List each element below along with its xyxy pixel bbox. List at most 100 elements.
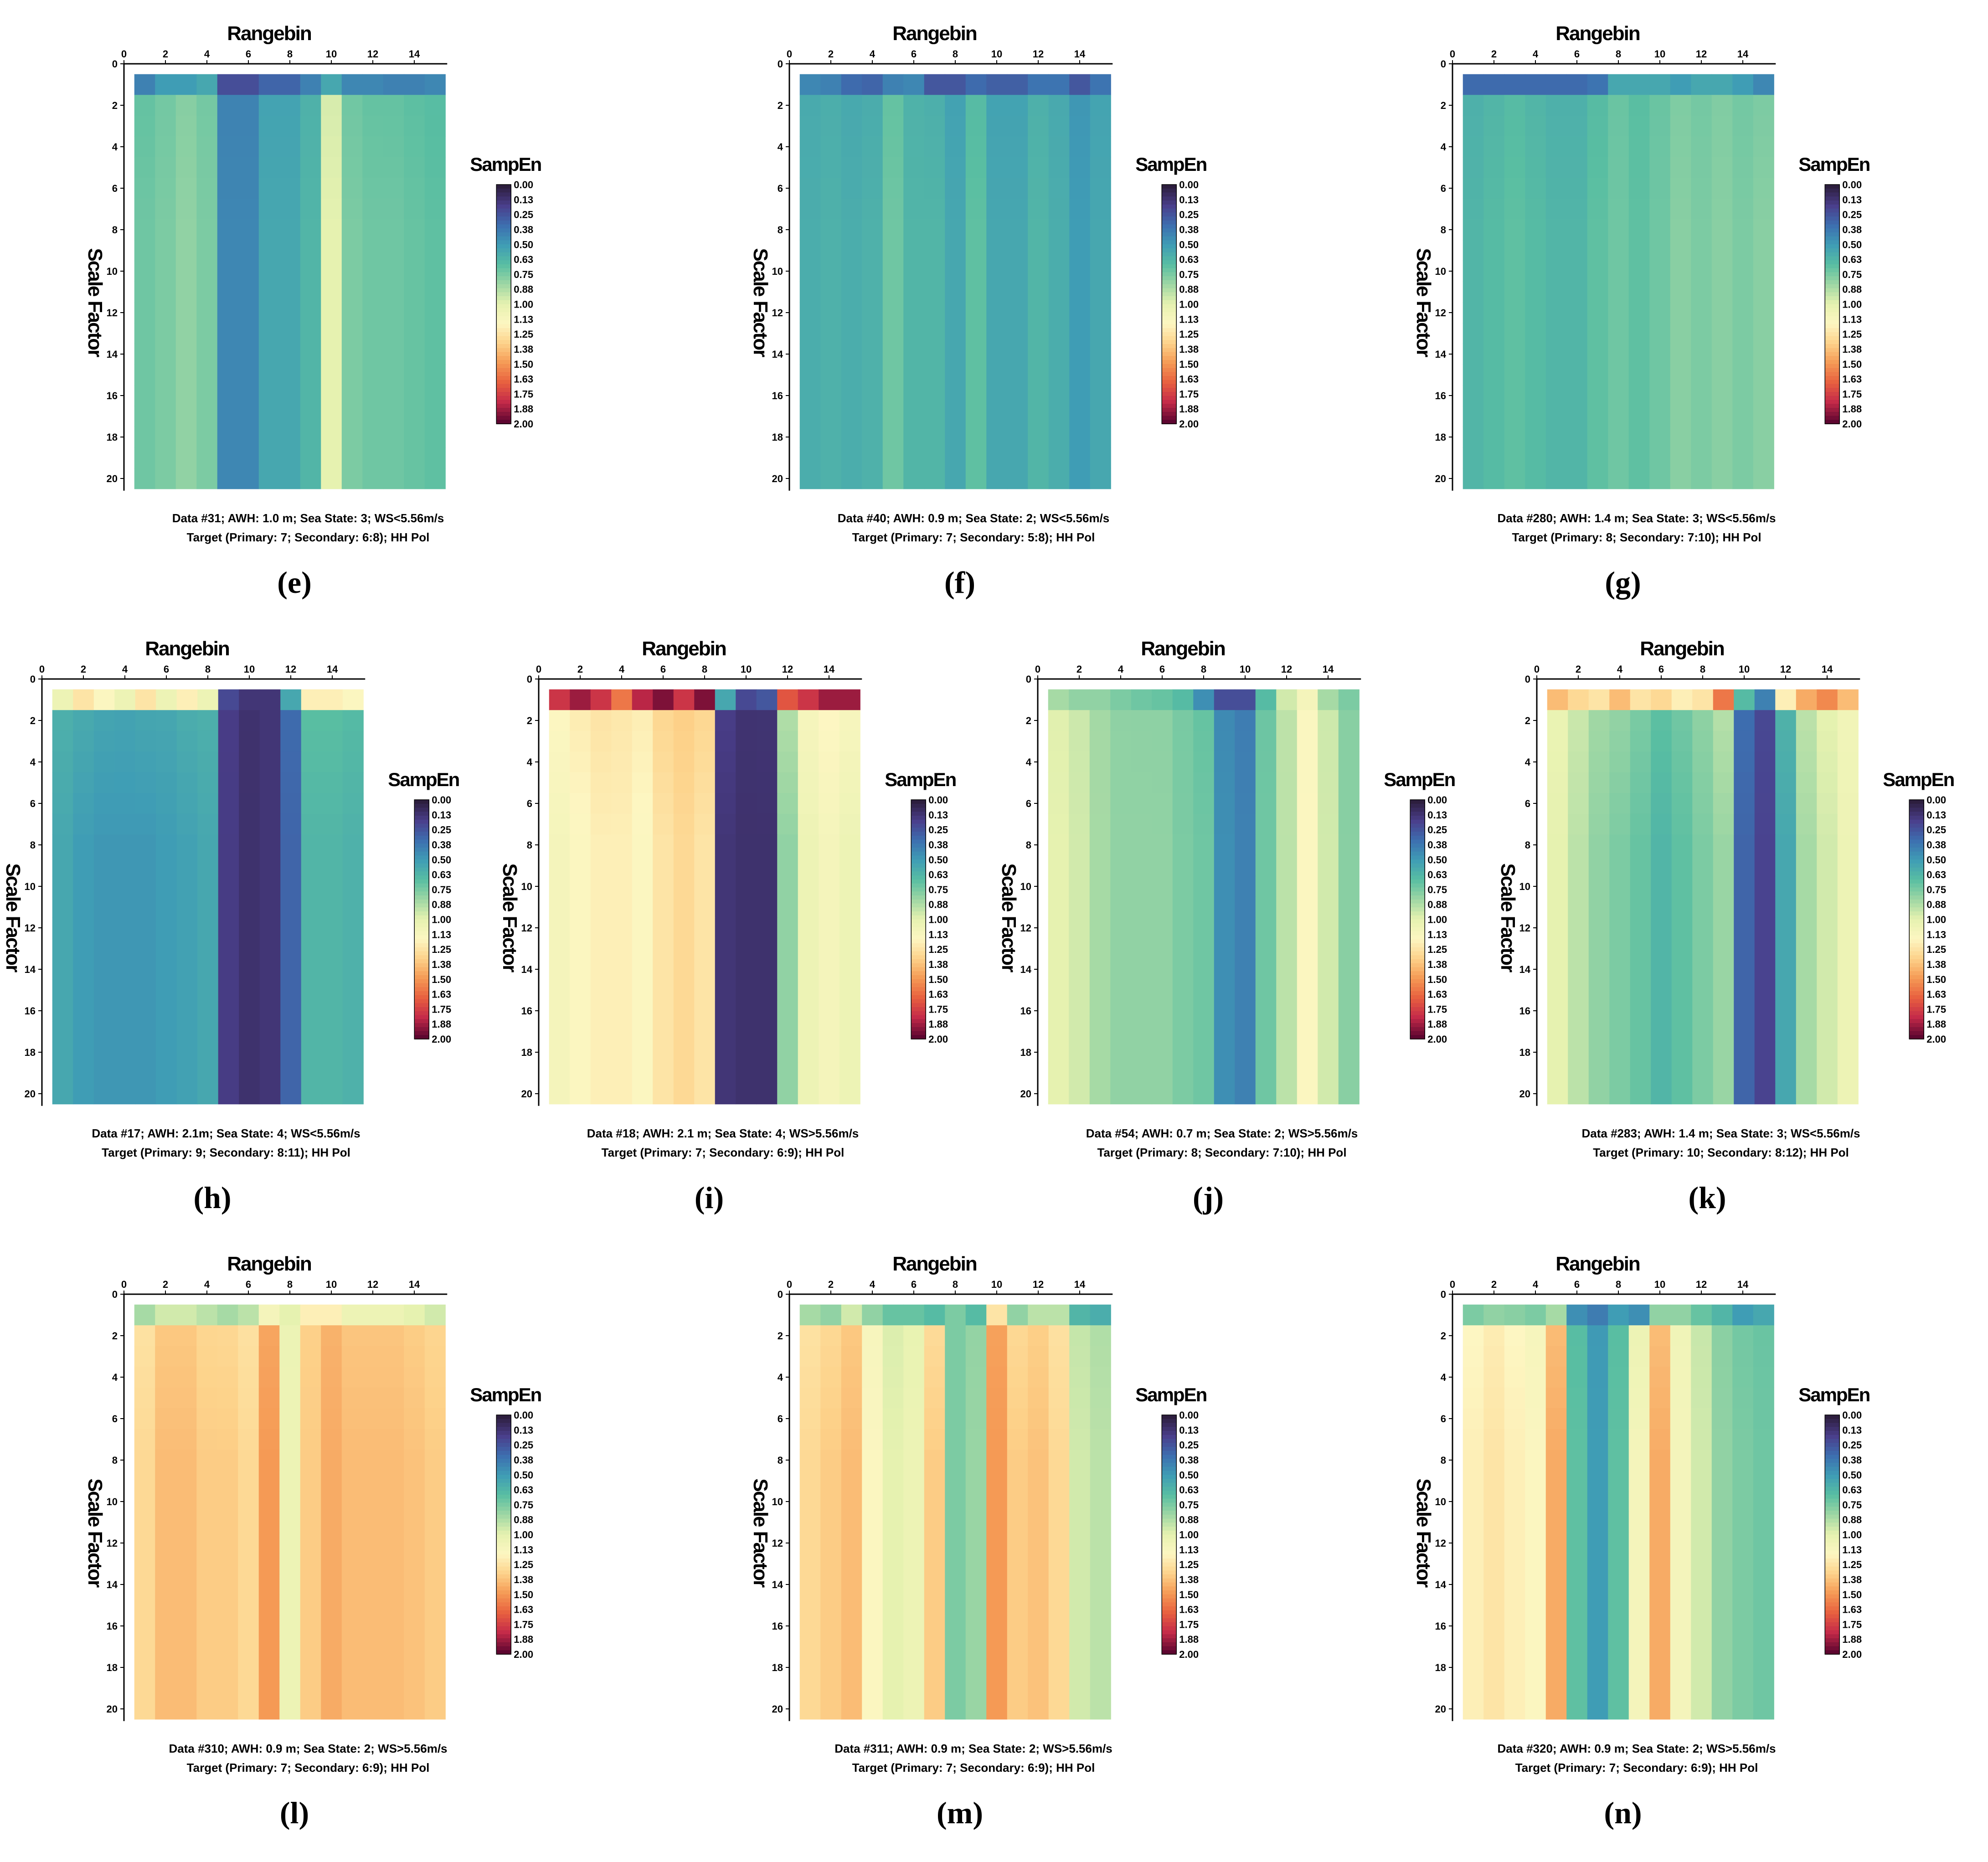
colorbar-segment — [1825, 360, 1840, 365]
heatmap-cell — [114, 1062, 136, 1084]
heatmap-cell — [903, 323, 925, 344]
x-tick-label: 4 — [122, 664, 128, 675]
heatmap-cell — [862, 1346, 883, 1367]
heatmap-cells — [799, 1304, 1111, 1720]
heatmap-cell — [404, 74, 425, 95]
y-tick-label: 0 — [527, 674, 532, 685]
y-tick-label: 10 — [772, 266, 783, 277]
heatmap-cell — [1649, 1429, 1671, 1450]
heatmap-cell — [862, 364, 883, 386]
heatmap-cell — [756, 730, 778, 752]
heatmap-panel-g: 0 2 4 6 8 10 12 1402468101214161820RangebinScal… — [1412, 22, 1871, 600]
colorbar-tick-label: 1.63 — [1427, 989, 1447, 1000]
heatmap-cell — [238, 468, 259, 489]
colorbar-segment — [414, 991, 429, 996]
heatmap-cell — [839, 855, 860, 876]
heatmap-cell — [279, 157, 301, 178]
heatmap-cell — [1732, 1470, 1754, 1492]
heatmap-cell — [1711, 302, 1733, 324]
colorbar: 0.000.130.250.380.500.630.750.881.001.13… — [1909, 794, 1946, 1045]
heatmap-cell — [1214, 751, 1235, 773]
heatmap-cell — [819, 876, 840, 897]
heatmap-cell — [1753, 178, 1774, 199]
heatmap-cell — [986, 261, 1008, 282]
heatmap-cell — [1587, 281, 1608, 303]
colorbar-tick-label: 0.25 — [928, 824, 948, 836]
heatmap-cell — [1048, 855, 1069, 876]
heatmap-cell — [424, 1677, 446, 1699]
heatmap-cell — [134, 1553, 155, 1574]
heatmap-cell — [424, 240, 446, 261]
heatmap-cell — [1504, 1698, 1525, 1720]
heatmap-cell — [1796, 813, 1817, 835]
heatmap-cell — [155, 468, 176, 489]
colorbar-segment — [1410, 880, 1425, 884]
x-tick-label: 14 — [1737, 1279, 1749, 1290]
heatmap-cell — [882, 1636, 904, 1657]
heatmap-cell — [134, 302, 155, 324]
heatmap-cell — [383, 95, 404, 116]
y-tick-label: 2 — [527, 715, 532, 726]
colorbar-segment — [911, 871, 926, 876]
heatmap-cell — [756, 834, 778, 856]
colorbar-segment — [496, 1598, 511, 1603]
heatmap-cell — [819, 1021, 840, 1042]
heatmap-cell — [549, 751, 570, 773]
heatmap-cell — [1525, 1636, 1546, 1657]
x-tick-label: 2 — [1491, 48, 1497, 60]
heatmap-cell — [1670, 281, 1691, 303]
heatmap-cell — [197, 1083, 219, 1105]
heatmap-cell — [1587, 1450, 1608, 1471]
heatmap-cell — [322, 834, 343, 856]
colorbar-segment — [1410, 983, 1425, 988]
colorbar-segment — [1825, 1455, 1840, 1460]
colorbar-tick-label: 0.38 — [1842, 224, 1862, 235]
heatmap-cell — [1089, 1000, 1111, 1022]
heatmap-cell — [1463, 1346, 1484, 1367]
heatmap-cell — [258, 1408, 280, 1430]
heatmap-cell — [841, 344, 862, 365]
heatmap-cell — [279, 1367, 301, 1388]
heatmap-cell — [341, 1657, 363, 1678]
colorbar-segment — [496, 1419, 511, 1424]
heatmap-cell — [799, 1304, 821, 1326]
heatmap-cell — [1628, 364, 1650, 386]
colorbar-segment — [1825, 192, 1840, 197]
x-tick-label: 6 — [1658, 664, 1664, 675]
colorbar-tick-label: 1.25 — [1427, 944, 1447, 955]
colorbar-segment — [1825, 268, 1840, 273]
colorbar-segment — [1162, 1502, 1177, 1507]
heatmap-cell — [1837, 751, 1859, 773]
heatmap-cell — [175, 323, 197, 344]
heatmap-cell — [258, 1304, 280, 1326]
heatmap-cell — [1069, 1512, 1091, 1533]
heatmap-cell — [1235, 751, 1256, 773]
heatmap-cell — [1817, 959, 1838, 980]
heatmap-cell — [1775, 959, 1797, 980]
heatmap-cell — [1069, 1595, 1091, 1616]
heatmap-cell — [424, 364, 446, 386]
heatmap-cell — [1007, 302, 1028, 324]
heatmap-cell — [1609, 834, 1631, 856]
heatmap-cell — [321, 302, 342, 324]
heatmap-cell — [1048, 240, 1070, 261]
heatmap-cell — [155, 198, 176, 220]
y-tick-label: 6 — [1525, 798, 1530, 809]
colorbar-segment — [496, 264, 511, 269]
heatmap-cell — [924, 95, 945, 116]
colorbar-segment — [414, 808, 429, 813]
heatmap-cell — [279, 1595, 301, 1616]
colorbar-segment — [1825, 1543, 1840, 1547]
heatmap-cell — [799, 240, 821, 261]
heatmap-cell — [903, 1304, 925, 1326]
heatmap-cell — [1028, 1595, 1049, 1616]
heatmap-cell — [1671, 959, 1693, 980]
heatmap-cell — [1069, 1533, 1091, 1554]
heatmap-cell — [114, 813, 136, 835]
heatmap-cell — [841, 115, 862, 137]
heatmap-cell — [841, 1574, 862, 1595]
colorbar-segment — [414, 899, 429, 904]
heatmap-cell — [52, 730, 73, 752]
heatmap-cell — [93, 938, 115, 959]
heatmap-cell — [1671, 938, 1693, 959]
